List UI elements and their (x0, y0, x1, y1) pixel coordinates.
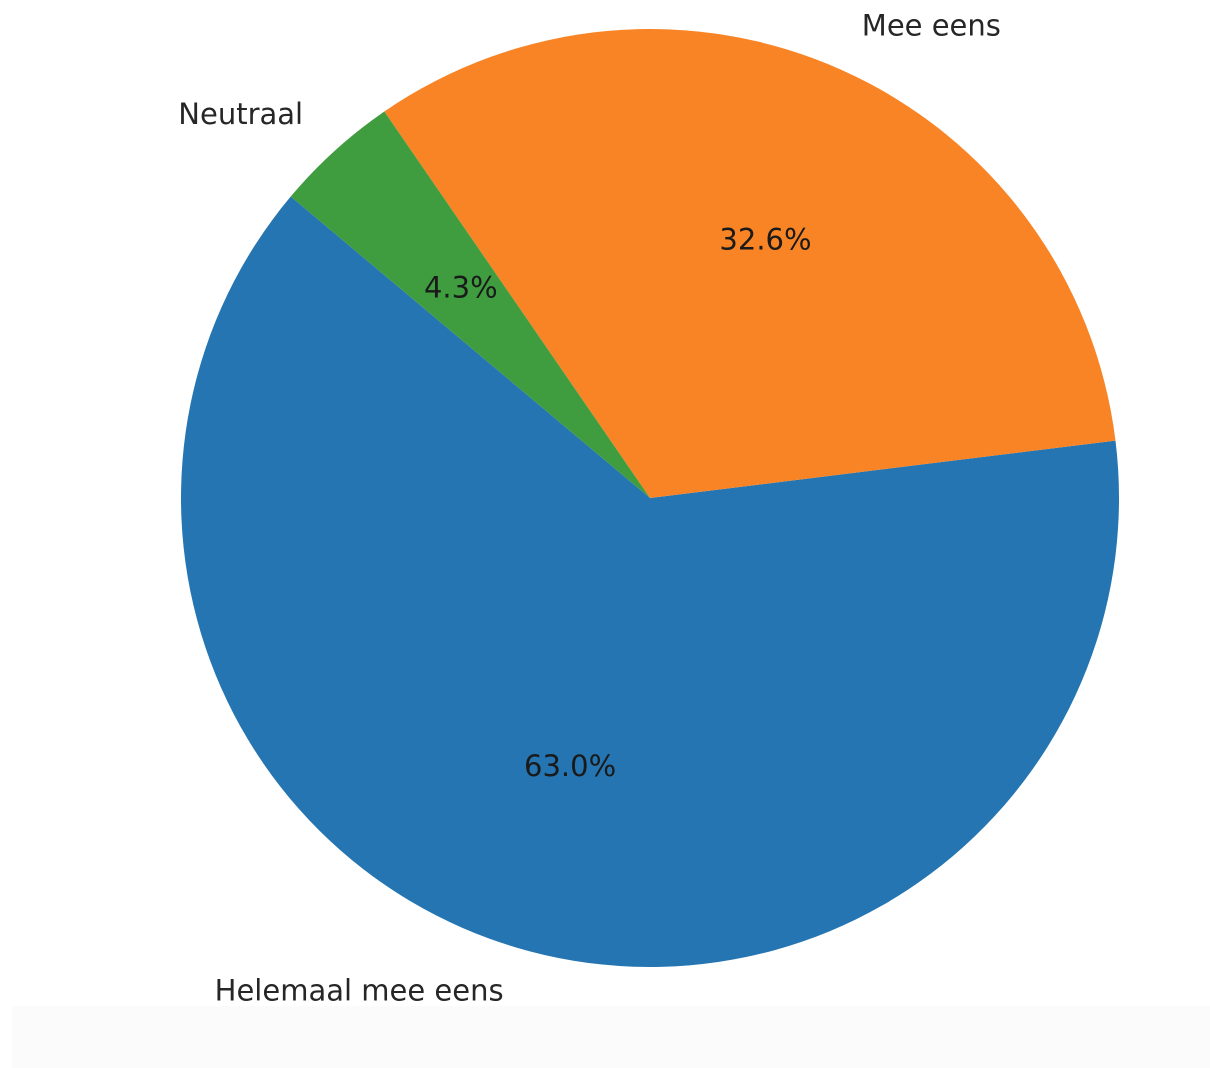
pie-slice-neutraal (290, 111, 650, 498)
pie-percent-labels: 63.0% 32.6% 4.3% (424, 222, 812, 782)
figure-bottom-strip (12, 1006, 1210, 1068)
slice-label-helemaal-mee-eens: Helemaal mee eens (215, 974, 504, 1008)
slice-label-mee-eens: Mee eens (862, 9, 1001, 43)
slice-label-neutraal: Neutraal (178, 97, 303, 131)
pie-slice-mee-eens (384, 29, 1116, 499)
pct-label-mee-eens: 32.6% (719, 222, 811, 256)
pie-slice-helemaal-mee-eens (181, 196, 1120, 967)
pie-slice-labels: Helemaal mee eens Mee eens Neutraal (178, 9, 1001, 1008)
pie-wedges (181, 29, 1120, 967)
pct-label-helemaal-mee-eens: 63.0% (524, 749, 616, 783)
pct-label-neutraal: 4.3% (424, 271, 498, 305)
